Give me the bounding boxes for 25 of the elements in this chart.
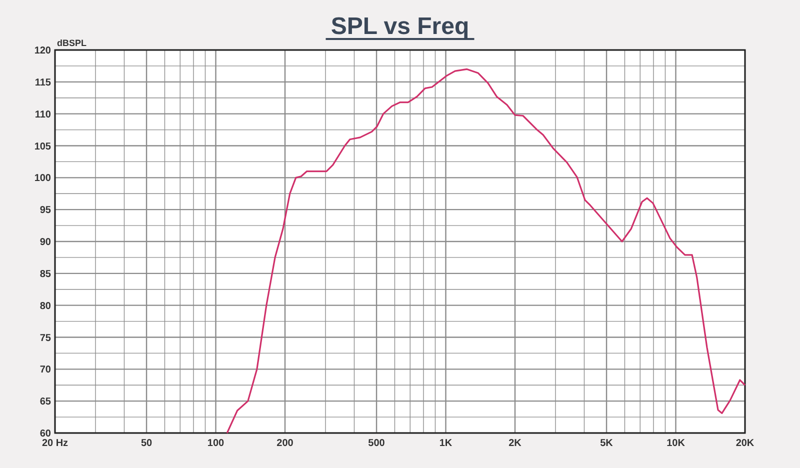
y-axis-title: dBSPL (57, 38, 88, 48)
y-tick-label: 90 (40, 237, 52, 248)
x-tick-label: 50 (140, 438, 153, 449)
x-tick-label: 2K (508, 438, 522, 449)
y-tick-label: 120 (34, 46, 52, 56)
y-tick-label: 65 (40, 396, 52, 408)
y-tick-label: 100 (34, 173, 52, 184)
x-tick-label: 5K (600, 438, 614, 449)
y-tick-label: 60 (40, 428, 52, 440)
x-tick-label: 10K (666, 438, 686, 449)
y-tick-label: 105 (34, 141, 52, 152)
x-tick-label: 100 (207, 438, 225, 449)
y-tick-label: 95 (40, 205, 52, 216)
x-tick-label: 20 Hz (42, 438, 68, 449)
x-tick-label: 1K (439, 438, 453, 449)
y-tick-label: 85 (40, 268, 52, 280)
y-tick-label: 115 (34, 77, 52, 88)
y-tick-label: 80 (40, 300, 52, 312)
y-tick-label: 70 (40, 364, 52, 376)
y-tick-label: 75 (40, 332, 52, 344)
chart-title: SPL vs Freq (330, 13, 470, 40)
x-tick-label: 200 (276, 438, 294, 449)
y-tick-label: 110 (34, 109, 52, 120)
x-tick-label: 500 (368, 438, 386, 449)
x-tick-label: 20K (736, 438, 755, 449)
